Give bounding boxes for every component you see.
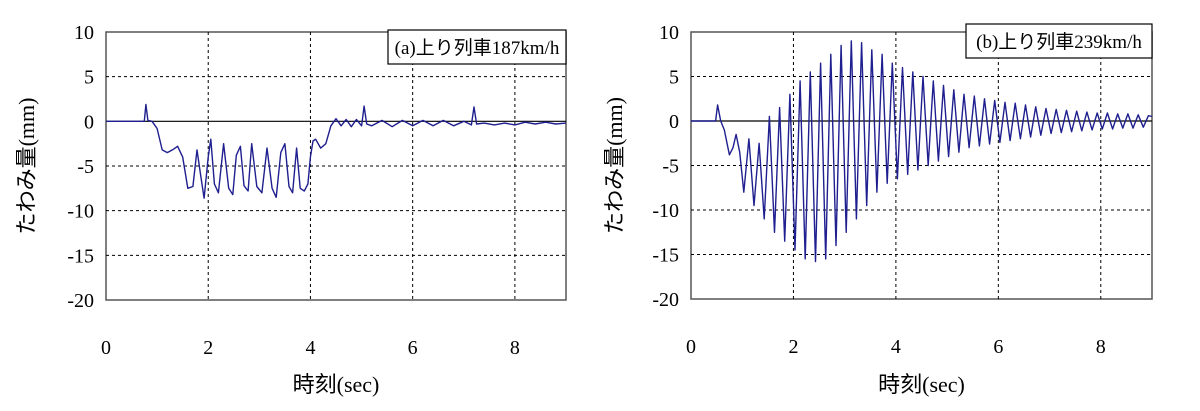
chart-panel-b: 10 5 0 -5 -10 -15 -20 0 2 4 6 8 時刻(sec) たわみ量(mm) (b)上り… — [600, 0, 1200, 411]
deflection-chart-a: 10 5 0 -5 -10 -15 -20 0 2 4 6 8 時刻(sec) たわみ量(mm) (a)上り… — [14, 22, 567, 397]
y-tick-label-b: -5 — [662, 156, 679, 178]
y-tick-label-b: -10 — [652, 200, 679, 222]
series-line-b — [691, 40, 1153, 263]
x-tick-label-b: 0 — [686, 336, 696, 358]
x-tick-label-b: 8 — [1096, 336, 1106, 358]
x-tick-label-a: 2 — [203, 337, 213, 359]
x-tick-label-a: 6 — [408, 337, 418, 359]
x-tick-label-a: 8 — [510, 337, 520, 359]
y-tick-label-b: -20 — [652, 289, 679, 311]
series-line-a — [106, 103, 567, 199]
x-tick-label-a: 0 — [101, 337, 111, 359]
annotation-label-b: (b)上り列車239km/h — [976, 31, 1142, 53]
x-axis-label-a: 時刻(sec) — [293, 372, 380, 397]
deflection-chart-b: 10 5 0 -5 -10 -15 -20 0 2 4 6 8 時刻(sec) たわみ量(mm) (b)上り… — [602, 22, 1153, 397]
y-tick-label-a: -15 — [67, 245, 94, 267]
y-axis-label-b: たわみ量(mm) — [602, 97, 627, 234]
y-tick-label-a: -10 — [67, 201, 94, 223]
y-tick-label-a: 5 — [84, 67, 94, 89]
y-tick-label-a: -20 — [67, 290, 94, 312]
y-tick-label-b: 5 — [669, 67, 679, 89]
y-tick-label-a: 0 — [84, 111, 94, 133]
y-tick-label-b: 10 — [659, 22, 679, 44]
x-tick-label-b: 2 — [788, 336, 798, 358]
x-tick-label-b: 4 — [891, 336, 901, 358]
y-axis-label-a: たわみ量(mm) — [14, 98, 39, 235]
annotation-box-b — [965, 23, 1153, 59]
x-axis-label-b: 時刻(sec) — [878, 372, 965, 397]
annotation-box-a — [387, 29, 567, 65]
y-tick-label-a: -5 — [77, 156, 94, 178]
y-tick-label-a: 10 — [74, 22, 94, 44]
y-tick-label-b: -15 — [652, 245, 679, 267]
x-tick-label-b: 6 — [993, 336, 1003, 358]
chart-panel-a: 10 5 0 -5 -10 -15 -20 0 2 4 6 8 時刻(sec) たわみ量(mm) (a)上り… — [14, 22, 567, 397]
y-tick-label-b: 0 — [669, 111, 679, 133]
annotation-label-a: (a)上り列車187km/h — [395, 37, 560, 59]
x-tick-label-a: 4 — [305, 337, 315, 359]
